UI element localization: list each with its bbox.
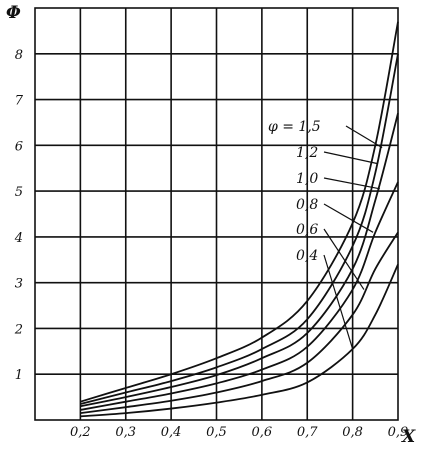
leader-line-4	[323, 228, 365, 290]
curves	[80, 21, 399, 418]
y-tick-label: 8	[15, 48, 23, 63]
series-label-3: 0,8	[296, 197, 318, 213]
leader-line-3	[323, 203, 374, 233]
grid	[34, 7, 399, 421]
series-curve-5	[80, 263, 399, 418]
x-tick-label: 0,6	[252, 425, 273, 440]
series-labels: φ = 1,5 1,2 1,0 0,8 0,6 0,4	[268, 119, 321, 264]
series-label-5: 0,4	[296, 248, 318, 264]
y-tick-label: 6	[15, 139, 23, 154]
x-tick-label: 0,7	[297, 425, 318, 440]
x-tick-label: 0,3	[115, 425, 136, 440]
x-tick-label: 0,2	[70, 425, 91, 440]
series-label-2: 1,0	[296, 171, 318, 187]
y-tick-label: 2	[14, 322, 23, 337]
series-label-4: 0,6	[296, 222, 318, 238]
leader-line-1	[323, 151, 378, 165]
x-tick-label: 0,9	[388, 425, 409, 440]
series-label-1: 1,2	[296, 145, 318, 161]
y-axis-title: Φ	[6, 3, 21, 23]
leader-line-0	[345, 125, 383, 149]
label-leaders	[323, 125, 383, 350]
series-curve-2	[80, 113, 399, 408]
series-curve-3	[80, 181, 399, 411]
series-label-0: φ = 1,5	[268, 119, 321, 135]
x-tick-label: 0,5	[206, 425, 227, 440]
series-curve-1	[80, 53, 399, 405]
series-curve-0	[80, 21, 399, 403]
y-tick-label: 5	[15, 185, 23, 200]
y-tick-label: 3	[15, 277, 23, 292]
x-tick-label: 0,4	[161, 425, 182, 440]
leader-line-5	[323, 254, 354, 350]
leader-line-2	[323, 177, 380, 190]
y-tick-label: 1	[15, 368, 23, 383]
x-axis-title: X	[401, 427, 416, 447]
series-curve-4	[80, 231, 399, 415]
tick-labels: 0,2 0,3 0,4 0,5 0,6 0,7 0,8 0,9 1 2 3 4 5 6 7 8	[14, 48, 409, 440]
y-tick-label: 7	[15, 94, 24, 109]
x-tick-label: 0,8	[342, 425, 363, 440]
y-tick-label: 4	[14, 231, 23, 246]
